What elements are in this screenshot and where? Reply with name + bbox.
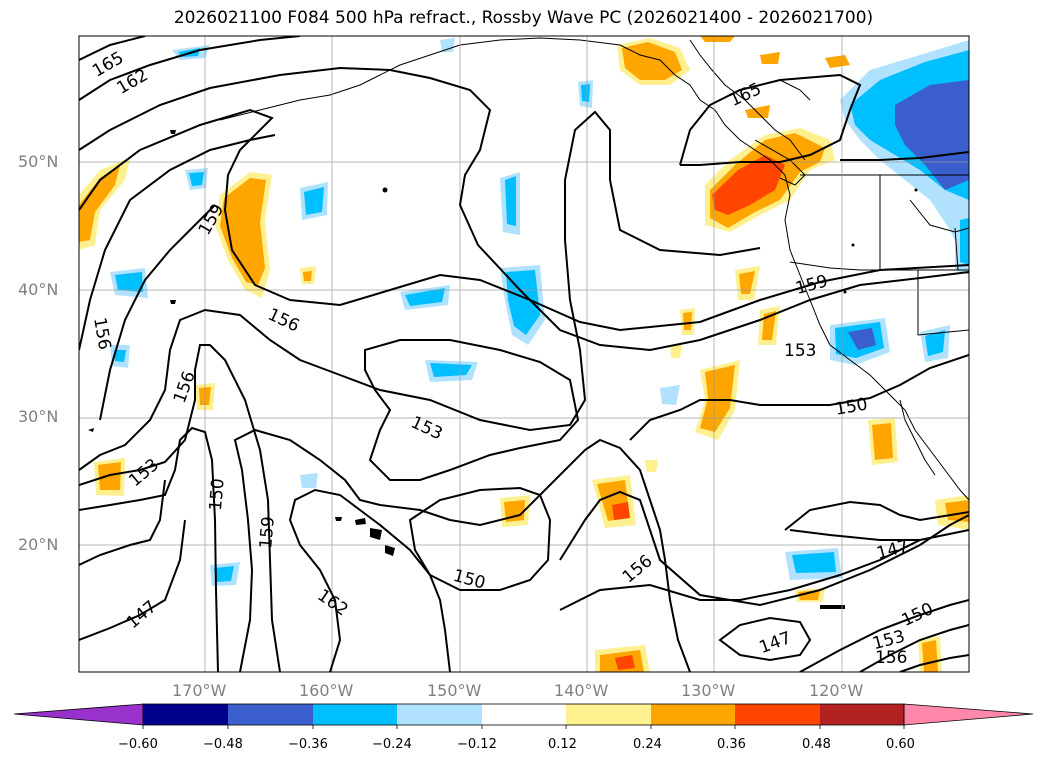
lat-label-30n: 30°N	[18, 407, 59, 426]
colorbar-tick-label: 0.12	[548, 737, 577, 752]
colorbar-tick-label: 0.48	[802, 737, 831, 752]
contour-label: 153	[784, 341, 816, 361]
colorbar-under-triangle	[13, 703, 144, 726]
lon-label-160w: 160°W	[299, 681, 354, 700]
lon-label-140w: 140°W	[554, 681, 609, 700]
map-frame	[78, 35, 970, 673]
coastlines	[219, 37, 969, 501]
colorbar-bin	[735, 704, 820, 725]
lon-label-120w: 120°W	[809, 681, 864, 700]
lat-label-40n: 40°N	[18, 280, 59, 299]
contour-label: 159	[256, 516, 279, 550]
colorbar-bin	[566, 704, 651, 725]
colorbar-bin	[651, 704, 735, 725]
colorbar-tick-label: −0.60	[118, 737, 158, 752]
positive-anomaly-pacific-nw-core	[712, 155, 785, 215]
colorbar-tick-label: 0.36	[717, 737, 746, 752]
contour-label: 150	[206, 478, 229, 512]
colorbar-bin	[143, 704, 228, 725]
map-title: 2026021100 F084 500 hPa refract., Rossby…	[173, 8, 874, 28]
lon-label-170w: 170°W	[172, 681, 227, 700]
colorbar-bin	[820, 704, 904, 725]
contour-label: 156	[875, 648, 907, 668]
colorbar-bin	[482, 704, 566, 725]
lon-label-150w: 150°W	[427, 681, 482, 700]
colorbar-tick-label: 0.24	[633, 737, 662, 752]
map-plot-area: 165 162 165 159 156 156 156 153 150 159 …	[79, 36, 969, 672]
lat-label-20n: 20°N	[18, 535, 59, 554]
colorbar-tick-label: −0.12	[457, 737, 497, 752]
colorbar-tick-label: −0.48	[203, 737, 243, 752]
anomaly-shading	[79, 36, 969, 672]
lon-label-130w: 130°W	[681, 681, 736, 700]
colorbar	[13, 703, 1034, 729]
height-contours	[79, 36, 969, 672]
colorbar-tick-label: 0.60	[886, 737, 915, 752]
colorbar-bin	[228, 704, 313, 725]
colorbar-tick-label: −0.36	[288, 737, 328, 752]
colorbar-tick-label: −0.24	[372, 737, 412, 752]
lat-label-50n: 50°N	[18, 152, 59, 171]
colorbar-bin	[313, 704, 397, 725]
colorbar-over-triangle	[903, 703, 1034, 726]
graticule	[79, 36, 969, 672]
islands	[88, 130, 918, 609]
colorbar-bin	[397, 704, 482, 725]
